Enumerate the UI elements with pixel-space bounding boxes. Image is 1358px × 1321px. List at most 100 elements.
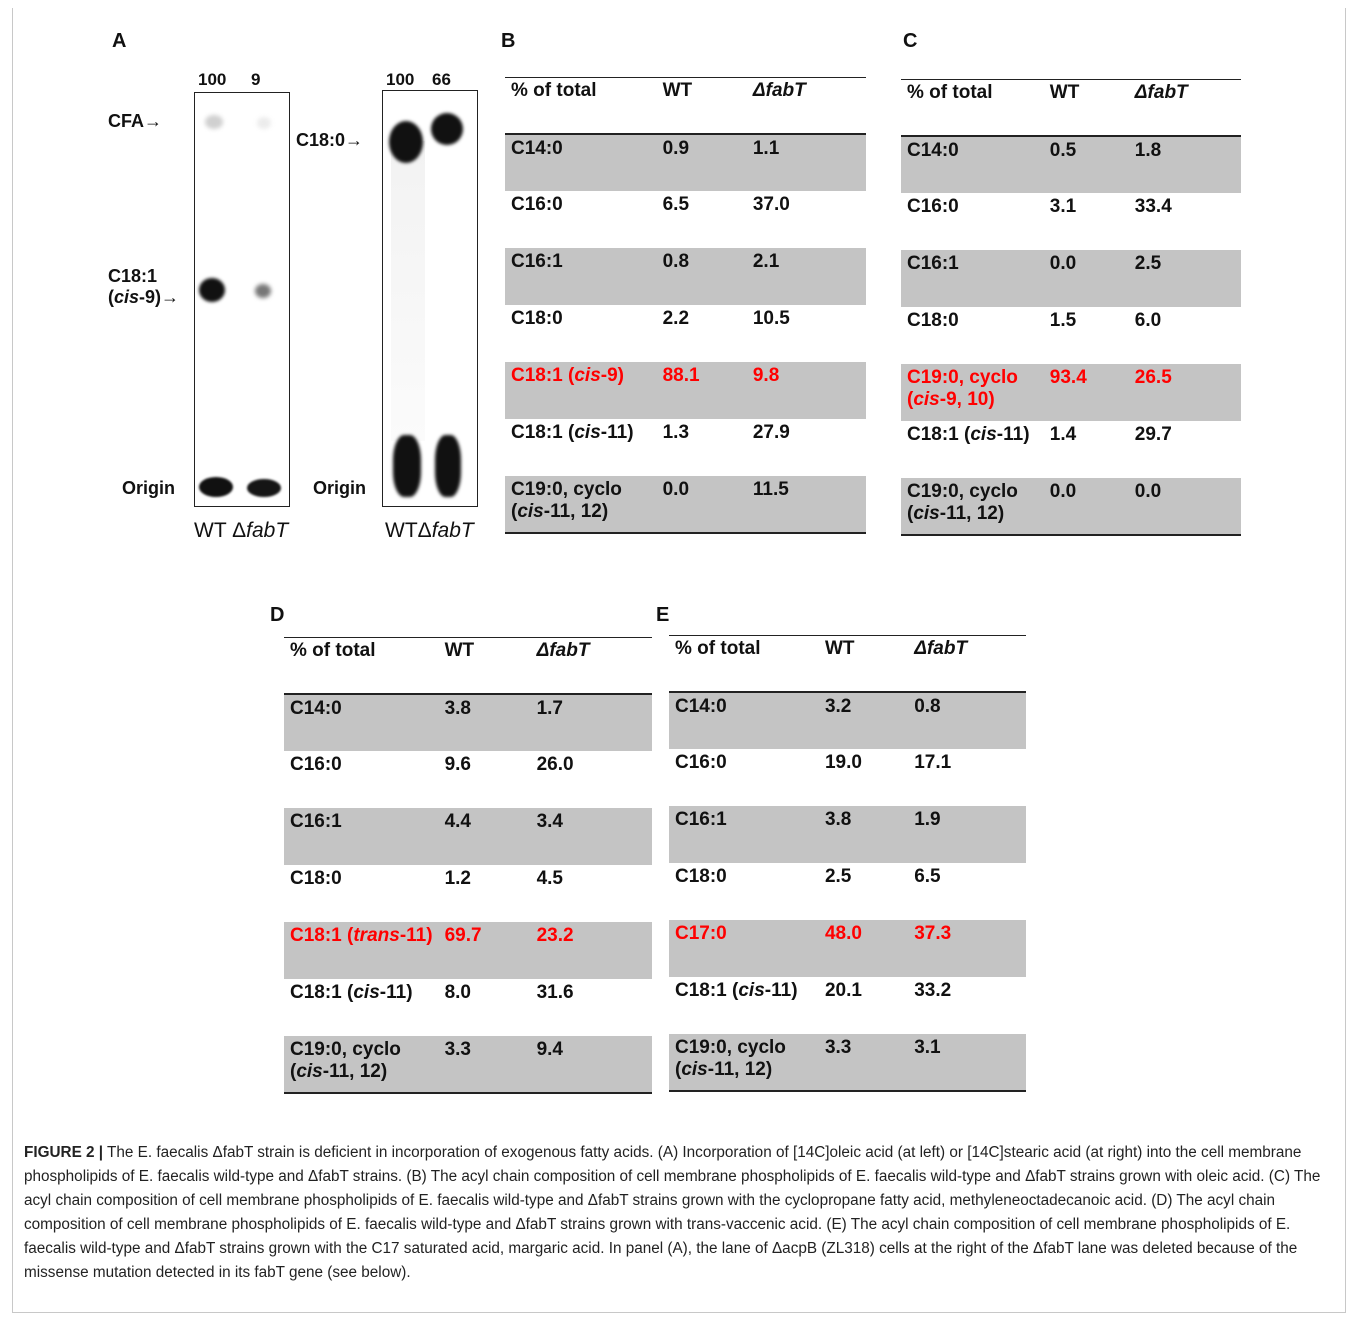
wt-value: 93.4 xyxy=(1043,363,1129,421)
table-b-header-2: ΔfabT xyxy=(746,77,866,135)
table-c-header-1: WT xyxy=(1043,79,1129,137)
fabt-value: 33.4 xyxy=(1134,195,1172,217)
row-label: C16:0 xyxy=(675,751,727,773)
row-label: C18:0 xyxy=(907,309,959,331)
table-row: C16:0 6.5 37.0 xyxy=(505,191,866,248)
fabt-value: 2.5 xyxy=(1128,249,1241,307)
wt-value: 8.0 xyxy=(444,981,471,1003)
wt-value: 1.2 xyxy=(444,867,471,889)
table-row: C19:0, cyclo (cis-11, 12) 3.3 3.1 xyxy=(669,1033,1026,1092)
panel-label-c: C xyxy=(903,30,918,52)
fabt-value: 2.1 xyxy=(746,247,866,305)
table-c-header-0: % of total xyxy=(901,79,1044,137)
table-e-header-2: ΔfabT xyxy=(908,635,1026,693)
table-row: C18:1 (trans-11) 69.7 23.2 xyxy=(284,921,652,979)
table-row: C18:1 (cis-11) 1.3 27.9 xyxy=(505,419,866,476)
gel-right-number-mut: 66 xyxy=(432,70,451,89)
wt-value: 69.7 xyxy=(438,921,531,979)
wt-value: 2.5 xyxy=(824,865,852,887)
smear-wt xyxy=(391,141,425,441)
table-row: C18:0 1.5 6.0 xyxy=(901,307,1241,364)
row-label: C14:0 xyxy=(284,693,439,751)
fabt-value: 9.8 xyxy=(746,361,866,419)
fabt-value: 10.5 xyxy=(752,307,790,329)
table-row: C18:1 (cis-11) 20.1 33.2 xyxy=(669,977,1026,1034)
table-row: C19:0, cyclo (cis-9, 10) 93.4 26.5 xyxy=(901,363,1241,421)
row-label: C18:1 (cis-11) xyxy=(511,421,634,443)
fabt-value: 27.9 xyxy=(752,421,790,443)
table-d-header-1: WT xyxy=(438,637,531,695)
row-label: C18:1 (cis-11) xyxy=(290,981,413,1003)
row-label: C18:1 (cis-11) xyxy=(675,979,798,1001)
row-label: C18:0 xyxy=(290,867,342,889)
row-label: C19:0, cyclo (cis-9, 10) xyxy=(901,363,1044,421)
table-c-header-2: ΔfabT xyxy=(1128,79,1241,137)
fabt-value: 6.5 xyxy=(914,865,941,887)
wt-value: 0.8 xyxy=(656,247,747,305)
row-label: C19:0, cyclo (cis-11, 12) xyxy=(284,1035,439,1094)
spot-c181-wt xyxy=(199,278,225,302)
figure-frame xyxy=(12,8,1346,1313)
wt-value: 3.8 xyxy=(438,693,531,751)
fabt-value: 4.5 xyxy=(536,867,563,889)
panel-label-a: A xyxy=(112,30,127,52)
table-d-header-0: % of total xyxy=(284,637,439,695)
marker-origin-left: Origin xyxy=(122,478,175,498)
table-row: C19:0, cyclo (cis-11, 12) 0.0 0.0 xyxy=(901,477,1241,536)
row-label: C16:1 xyxy=(284,807,439,865)
row-label: C18:0 xyxy=(511,307,563,329)
table-row: C16:0 9.6 26.0 xyxy=(284,751,652,808)
marker-cfa: CFA→ xyxy=(108,111,162,131)
row-label: C17:0 xyxy=(669,919,819,977)
table-d-header-2: ΔfabT xyxy=(530,637,652,695)
table-e: % of total WT ΔfabT C14:0 3.2 0.8 C16:0 19.0 17.… xyxy=(669,635,1026,1092)
table-row: C16:1 0.8 2.1 xyxy=(505,247,866,305)
wt-value: 88.1 xyxy=(656,361,747,419)
row-label: C16:0 xyxy=(907,195,959,217)
table-row: C18:0 2.5 6.5 xyxy=(669,863,1026,920)
fabt-value: 11.5 xyxy=(746,475,866,534)
fabt-value: 33.2 xyxy=(914,979,952,1001)
table-row: C14:0 3.8 1.7 xyxy=(284,693,652,751)
table-b: % of total WT ΔfabT C14:0 0.9 1.1 C16:0 6.5 37.0… xyxy=(505,77,866,534)
table-row: C19:0, cyclo (cis-11, 12) 3.3 9.4 xyxy=(284,1035,652,1094)
fabt-value: 0.0 xyxy=(1128,477,1241,536)
fabt-value: 0.8 xyxy=(908,691,1026,749)
panel-label-d: D xyxy=(270,604,285,626)
table-row: C19:0, cyclo (cis-11, 12) 0.0 11.5 xyxy=(505,475,866,534)
table-row: C18:1 (cis-9) 88.1 9.8 xyxy=(505,361,866,419)
wt-value: 9.6 xyxy=(444,753,471,775)
row-label: C16:1 xyxy=(669,805,819,863)
row-label: C14:0 xyxy=(901,135,1044,193)
wt-value: 1.5 xyxy=(1049,309,1077,331)
table-e-header-0: % of total xyxy=(669,635,819,693)
table-row: C17:0 48.0 37.3 xyxy=(669,919,1026,977)
fabt-value: 6.0 xyxy=(1134,309,1162,331)
wt-value: 1.3 xyxy=(662,421,690,443)
wt-value: 3.1 xyxy=(1049,195,1077,217)
fabt-value: 1.7 xyxy=(530,693,652,751)
row-label: C19:0, cyclo (cis-11, 12) xyxy=(901,477,1044,536)
wt-value: 1.4 xyxy=(1049,423,1077,445)
spot-cfa-mut xyxy=(257,117,271,129)
spot-cfa-wt xyxy=(205,115,223,129)
fabt-value: 17.1 xyxy=(914,751,952,773)
table-d: % of total WT ΔfabT C14:0 3.8 1.7 C16:0 9.6 26.0… xyxy=(284,637,652,1094)
row-label: C16:0 xyxy=(511,193,563,215)
fabt-value: 3.1 xyxy=(908,1033,1026,1092)
table-row: C16:0 19.0 17.1 xyxy=(669,749,1026,806)
table-row: C16:1 4.4 3.4 xyxy=(284,807,652,865)
wt-value: 6.5 xyxy=(662,193,690,215)
lane-label-right: WTΔfabT xyxy=(385,519,474,542)
wt-value: 0.5 xyxy=(1043,135,1129,193)
gel-left xyxy=(194,92,290,507)
table-row: C18:0 2.2 10.5 xyxy=(505,305,866,362)
table-c: % of total WT ΔfabT C14:0 0.5 1.8 C16:0 3.1 33.4… xyxy=(901,79,1241,536)
table-row: C18:1 (cis-11) 1.4 29.7 xyxy=(901,421,1241,478)
spot-origin-mut-right xyxy=(435,435,461,497)
marker-c181: C18:1 (cis-9)→ xyxy=(108,266,180,307)
figure-caption: FIGURE 2 | The E. faecalis ΔfabT strain … xyxy=(24,1141,1334,1285)
fabt-value: 3.4 xyxy=(530,807,652,865)
row-label: C16:1 xyxy=(505,247,657,305)
wt-value: 3.3 xyxy=(818,1033,909,1092)
